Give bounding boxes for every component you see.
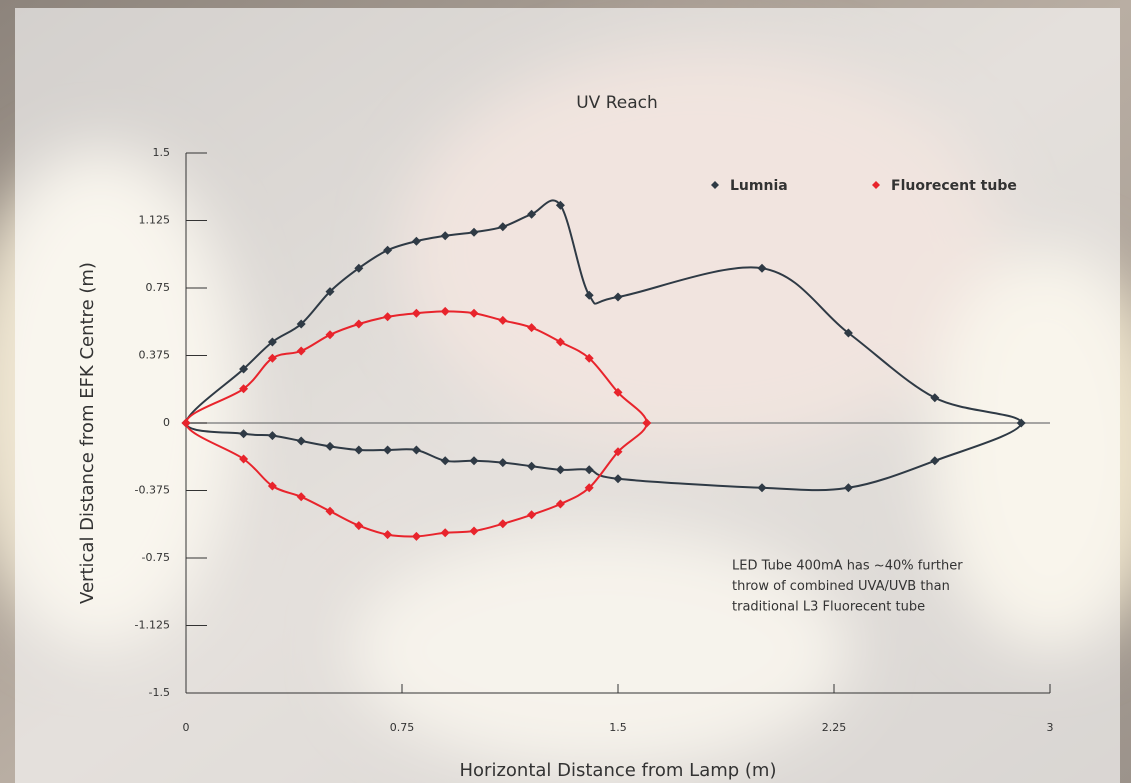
- annotation: LED Tube 400mA has ~40% further: [732, 559, 963, 574]
- x-tick-label: 0.75: [390, 721, 415, 734]
- point: [527, 323, 537, 333]
- chart-panel: [15, 8, 1120, 783]
- point: [267, 353, 277, 363]
- point: [527, 510, 537, 520]
- point: [267, 481, 277, 491]
- point: [354, 445, 364, 455]
- point: [267, 431, 277, 441]
- y-axis-label: Vertical Distance from EFK Centre (m): [77, 262, 98, 604]
- point: [296, 436, 306, 446]
- legend-marker: [711, 181, 719, 189]
- point: [296, 319, 306, 329]
- y-tick-label: 0.75: [146, 281, 171, 294]
- point: [354, 263, 364, 273]
- point: [440, 528, 450, 538]
- point: [498, 315, 508, 325]
- legend-marker: [872, 181, 880, 189]
- point: [354, 521, 364, 531]
- point: [181, 418, 191, 428]
- point: [498, 458, 508, 468]
- point: [757, 263, 767, 273]
- y-tick-label: -1.5: [149, 686, 170, 699]
- point: [411, 308, 421, 318]
- point: [296, 492, 306, 502]
- x-tick-label: 3: [1047, 721, 1054, 734]
- legend-label: Lumnia: [730, 178, 788, 194]
- point: [555, 337, 565, 347]
- x-tick-label: 1.5: [609, 721, 627, 734]
- y-tick-label: 0: [163, 416, 170, 429]
- point: [1016, 418, 1026, 428]
- point: [296, 346, 306, 356]
- point: [469, 227, 479, 237]
- point: [527, 461, 537, 471]
- point: [325, 506, 335, 516]
- x-tick-label: 2.25: [822, 721, 847, 734]
- point: [469, 456, 479, 466]
- point: [613, 474, 623, 484]
- point: [584, 465, 594, 475]
- point: [555, 200, 565, 210]
- point: [325, 441, 335, 451]
- x-axis-label: Horizontal Distance from Lamp (m): [460, 760, 777, 781]
- point: [354, 319, 364, 329]
- point: [411, 236, 421, 246]
- point: [584, 483, 594, 493]
- x-tick-label: 0: [183, 721, 190, 734]
- series-line: [185, 199, 1023, 492]
- point: [383, 312, 393, 322]
- point: [555, 499, 565, 509]
- point: [267, 337, 277, 347]
- point: [498, 222, 508, 232]
- legend-label: Fluorecent tube: [891, 178, 1017, 194]
- annotation: throw of combined UVA/UVB than: [732, 579, 950, 594]
- point: [843, 328, 853, 338]
- point: [411, 445, 421, 455]
- point: [498, 519, 508, 529]
- point: [584, 353, 594, 363]
- chart-title: UV Reach: [576, 93, 658, 113]
- point: [440, 231, 450, 241]
- point: [239, 429, 249, 439]
- y-tick-label: -0.75: [142, 551, 170, 564]
- y-tick-label: 0.375: [139, 349, 171, 362]
- point: [757, 483, 767, 493]
- point: [239, 384, 249, 394]
- point: [325, 287, 335, 297]
- point: [469, 526, 479, 536]
- point: [383, 530, 393, 540]
- y-tick-label: 1.5: [153, 146, 171, 159]
- point: [642, 418, 652, 428]
- point: [613, 447, 623, 457]
- point: [555, 465, 565, 475]
- point: [469, 308, 479, 318]
- point: [584, 290, 594, 300]
- point: [440, 306, 450, 316]
- point: [383, 245, 393, 255]
- point: [440, 456, 450, 466]
- point: [383, 445, 393, 455]
- point: [613, 292, 623, 302]
- point: [527, 209, 537, 219]
- point: [239, 454, 249, 464]
- point: [930, 456, 940, 466]
- point: [239, 364, 249, 374]
- y-tick-label: 1.125: [139, 214, 171, 227]
- point: [613, 387, 623, 397]
- annotation: traditional L3 Fluorecent tube: [732, 600, 925, 615]
- point: [843, 483, 853, 493]
- point: [411, 531, 421, 541]
- point: [325, 330, 335, 340]
- y-tick-label: -0.375: [135, 484, 170, 497]
- point: [930, 393, 940, 403]
- y-tick-label: -1.125: [135, 619, 170, 632]
